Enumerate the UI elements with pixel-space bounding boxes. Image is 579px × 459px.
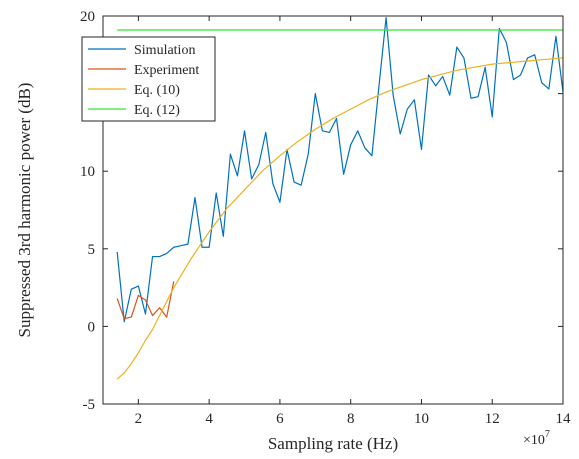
x-tick-label: 8 [347, 411, 355, 427]
legend-label: Eq. (10) [134, 83, 180, 98]
legend-label: Experiment [134, 63, 199, 78]
x-axis-label: Sampling rate (Hz) [268, 434, 398, 453]
x-axis-multiplier: ×107 [523, 429, 550, 448]
y-axis-label: Suppressed 3rd harmonic power (dB) [15, 83, 34, 338]
x-tick-label: 2 [135, 411, 143, 427]
axes-layer [102, 15, 564, 405]
y-tick-label: 5 [88, 242, 96, 258]
x-tick-label: 14 [556, 411, 572, 427]
x-tick-label: 4 [205, 411, 213, 427]
series-line-eq-10 [116, 57, 564, 380]
y-tick-label: 10 [80, 164, 95, 180]
x-axis-multiplier-exponent: 7 [545, 429, 550, 440]
x-axis-multiplier-base: ×10 [523, 433, 545, 448]
legend-label: Simulation [134, 43, 195, 58]
legend-box [81, 36, 216, 122]
axes-frame [102, 15, 564, 405]
series-line-simulation [116, 16, 564, 323]
legend: Simulation Experiment Eq. (10) Eq. (12) [81, 36, 216, 122]
y-tick-label: 20 [80, 9, 95, 25]
series-layer [116, 16, 564, 380]
x-tick-label: 12 [485, 411, 500, 427]
x-tick-label: 10 [414, 411, 429, 427]
y-tick-label: -5 [83, 397, 96, 413]
x-tick-label: 6 [276, 411, 284, 427]
series-line-experiment [116, 281, 175, 320]
legend-label: Eq. (12) [134, 103, 180, 118]
y-tick-label: 0 [88, 319, 96, 335]
